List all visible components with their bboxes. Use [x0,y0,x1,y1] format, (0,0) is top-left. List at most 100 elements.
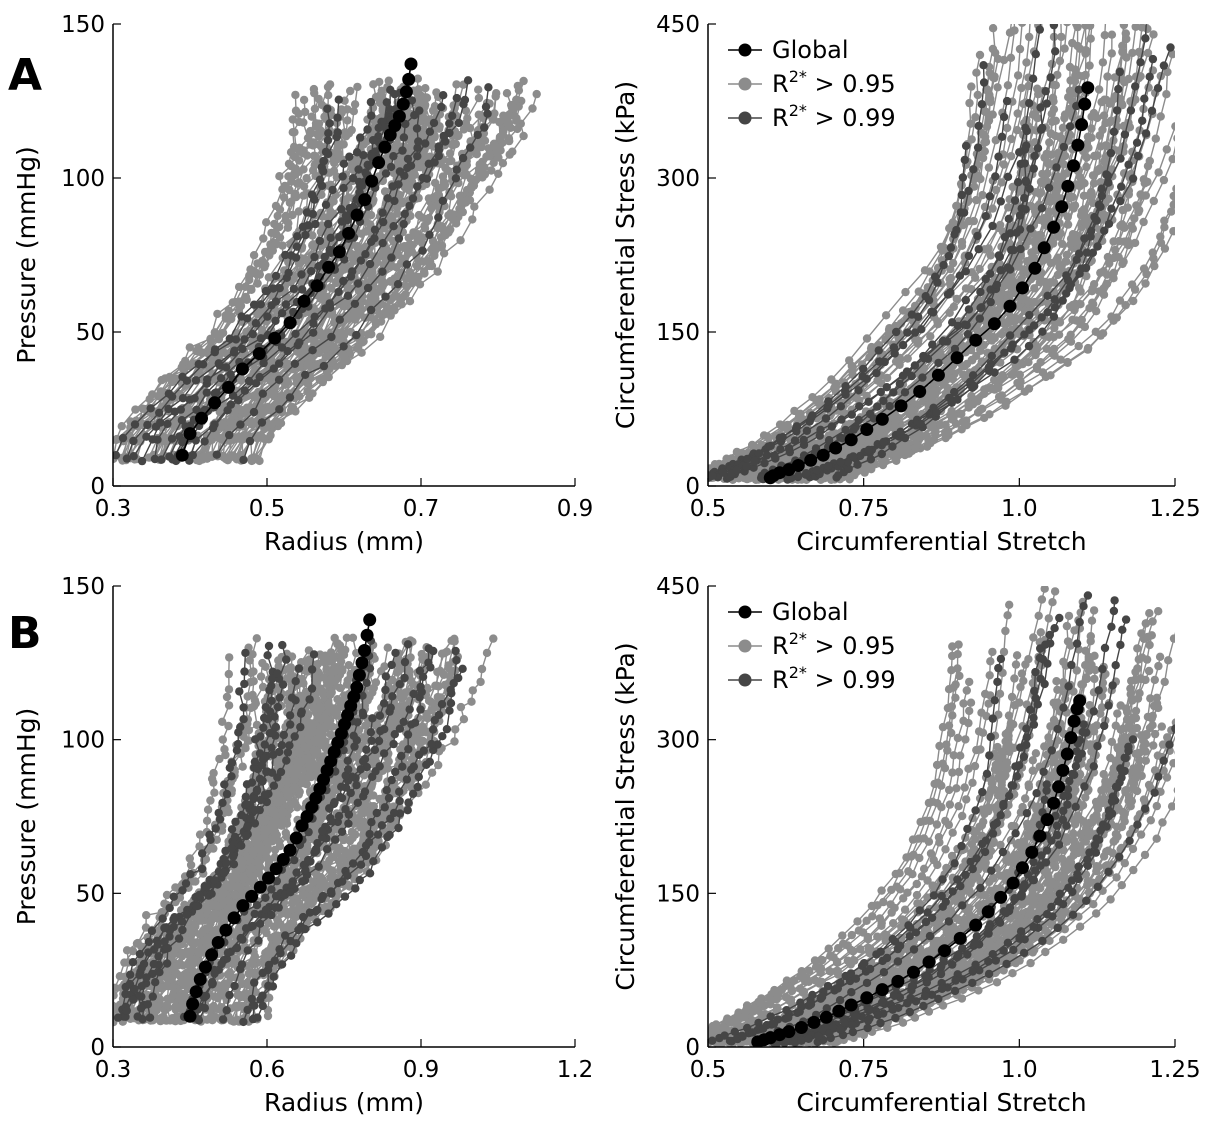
ensemble-point [1103,171,1113,181]
ensemble-point [836,457,845,467]
ensemble-point [291,164,301,173]
ensemble-point [325,168,334,177]
ensemble-point [1171,122,1175,131]
ensemble-point [1074,249,1084,258]
ensemble-point [1038,327,1047,336]
ensemble-point [474,85,483,94]
ensemble-point [367,111,376,120]
ensemble-point [257,418,267,427]
ensemble-point [973,90,982,100]
ensemble-point [430,158,439,167]
ensemble-point [454,118,463,128]
ensemble-point [1096,142,1106,151]
ensemble-point [975,314,984,323]
ensemble-point [348,313,357,322]
global-point [404,57,418,71]
ensemble-point [991,185,1001,195]
ensemble-point [992,280,1002,289]
ensemble-point [434,151,443,161]
ensemble-point [271,229,281,239]
ensemble-point [324,129,333,138]
ensemble-point [468,215,477,224]
ensemble-point [403,154,413,164]
ensemble-point [1107,204,1116,213]
ensemble-point [302,174,311,183]
ensemble-point [903,328,912,337]
ensemble-point [1017,83,1026,93]
ensemble-point [357,181,367,190]
ensemble-point [356,133,365,142]
ensemble-point [1106,148,1116,158]
ensemble-point [836,402,846,411]
ensemble-point [339,159,349,168]
ensemble-point [399,292,408,301]
ensemble-point [1094,165,1103,174]
ensemble-point [294,373,304,382]
ensemble-point [287,197,296,206]
ensemble-point [319,156,329,166]
ensemble-point [754,449,764,458]
ensemble-point [274,375,284,384]
ensemble-point [491,92,500,101]
ensemble-point [869,414,878,423]
ensemble-point [117,422,127,431]
ensemble-point [961,295,970,305]
ensemble-point [1041,372,1051,382]
ensemble-point [1080,212,1089,221]
ensemble-point [967,82,976,91]
ensemble-point [271,271,281,281]
ensemble-point [354,165,363,174]
ensemble-point [1159,175,1169,185]
ensemble-point [1099,284,1108,293]
ensemble-point [438,196,448,205]
ensemble-point [212,388,221,397]
ensemble-point [988,24,998,33]
ensemble-point [256,334,266,343]
ensemble-point [1089,300,1098,309]
ensemble-point [1130,238,1140,248]
ensemble-point [961,267,970,276]
ensemble-point [361,168,370,177]
ensemble-point [1154,168,1163,177]
ensemble-point [146,404,155,413]
ensemble-point [1015,211,1025,220]
ensemble-point [113,451,121,460]
ensemble-point [418,246,427,255]
ensemble-point [1057,239,1067,248]
ensemble-point [247,454,256,463]
ensemble-point [343,291,353,300]
ensemble-point [987,336,997,345]
ensemble-point [251,319,261,328]
ensemble-point [950,344,960,354]
ensemble-point [293,232,302,241]
ensemble-point [240,335,249,344]
ensemble-point [249,300,259,309]
ensemble-point [972,68,981,77]
legend-label-main: Global [772,36,849,64]
ensemble-point [300,107,310,117]
ensemble-point [1160,223,1169,232]
ensemble-point [288,210,297,220]
y-tick-label: 150 [61,12,105,38]
ensemble-point [485,185,494,194]
ensemble-point [910,328,920,337]
ensemble-point [278,241,287,250]
ensemble-point [440,180,450,190]
ensemble-point [732,465,741,475]
ensemble-point [295,338,304,347]
ensemble-point [974,171,983,181]
ensemble-point [969,165,978,174]
ensemble-point [1025,310,1034,320]
ensemble-point [977,303,986,312]
ensemble-point [996,375,1005,384]
ensemble-point [1030,297,1039,307]
ensemble-point [509,104,519,113]
ensemble-point [1048,80,1058,89]
ensemble-point [247,420,257,429]
global-point [252,347,266,361]
ensemble-point [794,471,803,480]
ensemble-point [1033,113,1042,123]
ensemble-point [137,456,147,466]
ensemble-point [919,364,929,373]
ensemble-point [348,174,358,183]
